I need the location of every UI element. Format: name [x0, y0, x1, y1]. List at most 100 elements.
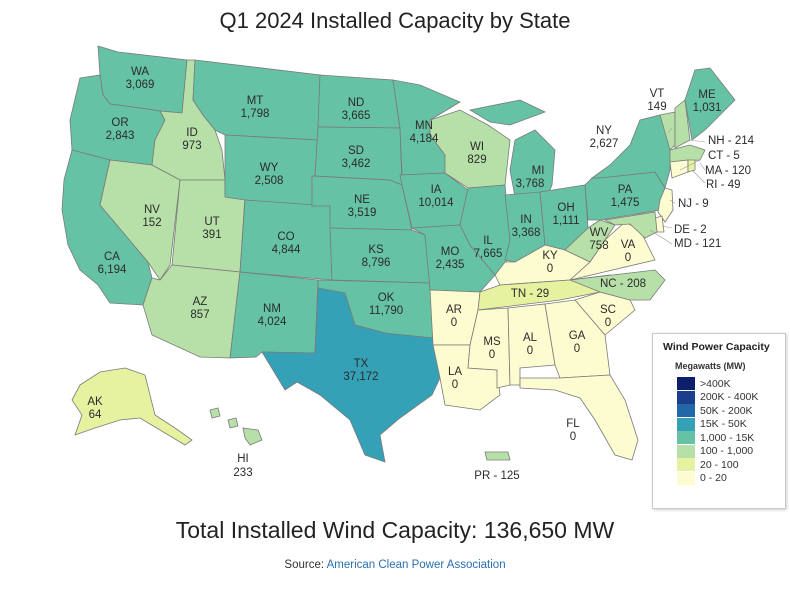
state-MA[interactable] — [669, 144, 706, 163]
state-FL[interactable] — [519, 374, 639, 461]
label-ID-abbr: ID — [186, 127, 198, 139]
legend-label: 1,000 - 15K — [700, 431, 755, 444]
label-PR-dash: PR - 125 — [474, 470, 519, 482]
label-MN-value: 4,184 — [410, 133, 439, 145]
label-AR-value: 0 — [451, 317, 457, 329]
legend-unit: Megawatts (MW) — [675, 361, 746, 371]
state-HI-1[interactable] — [209, 407, 221, 419]
label-GA-abbr: GA — [569, 330, 586, 342]
label-IN-value: 3,368 — [512, 227, 541, 239]
legend-label: 100 - 1,000 — [700, 445, 754, 458]
label-AR-abbr: AR — [446, 304, 462, 316]
label-ME-value: 1,031 — [693, 102, 722, 114]
legend-item: 15K - 50K — [677, 417, 785, 432]
label-MT-value: 1,798 — [241, 108, 270, 120]
legend-title: Wind Power Capacity — [663, 341, 770, 353]
state-SC[interactable] — [574, 291, 636, 336]
legend-item: 20 - 100 — [677, 458, 785, 472]
label-CA-value: 6,194 — [98, 264, 127, 276]
label-SC-abbr: SC — [600, 304, 616, 316]
label-WY-value: 2,508 — [255, 175, 284, 187]
legend-label: 50K - 200K — [700, 404, 753, 417]
label-AZ-abbr: AZ — [193, 296, 208, 308]
label-OH-value: 1,111 — [552, 215, 579, 227]
label-MT-abbr: MT — [247, 95, 264, 107]
label-MI-value: 3,768 — [516, 178, 545, 190]
state-CT[interactable] — [669, 159, 689, 179]
label-IN-abbr: IN — [520, 214, 532, 226]
label-WA-value: 3,069 — [126, 79, 155, 91]
label-MI-abbr: MI — [532, 165, 545, 177]
state-NV[interactable] — [99, 159, 181, 281]
label-MS-value: 0 — [489, 349, 495, 361]
label-UT-abbr: UT — [204, 216, 219, 228]
label-SC-value: 0 — [605, 317, 611, 329]
label-KS-abbr: KS — [368, 244, 384, 256]
state-PR[interactable] — [484, 451, 511, 461]
label-MO-abbr: MO — [441, 246, 460, 258]
state-MD[interactable] — [603, 211, 658, 239]
label-SD-value: 3,462 — [342, 158, 371, 170]
state-RI[interactable] — [687, 159, 696, 173]
label-IA-abbr: IA — [431, 184, 442, 196]
label-OH-abbr: OH — [557, 202, 574, 214]
label-WI-value: 829 — [467, 154, 486, 166]
legend-swatch — [677, 431, 695, 445]
label-KY-abbr: KY — [542, 250, 558, 262]
legend-label: 20 - 100 — [700, 458, 739, 471]
label-OR-abbr: OR — [111, 117, 128, 129]
label-OR-value: 2,843 — [106, 130, 135, 142]
label-CA-abbr: CA — [104, 251, 120, 263]
state-HI-2[interactable] — [227, 417, 239, 429]
label-ID-value: 973 — [182, 140, 201, 152]
label-AL-abbr: AL — [523, 332, 538, 344]
state-TX[interactable] — [261, 287, 441, 463]
label-HI-value: 233 — [233, 467, 252, 479]
legend-item: 200K - 400K — [677, 390, 785, 405]
label-TN-dash: TN - 29 — [511, 288, 549, 300]
label-MD-dash: MD - 121 — [674, 238, 721, 250]
label-LA-value: 0 — [452, 379, 458, 391]
label-OK-value: 11,790 — [369, 305, 403, 317]
label-AK-value: 64 — [89, 409, 102, 421]
state-NC[interactable] — [569, 269, 666, 301]
leader-lines — [649, 127, 706, 245]
label-NM-abbr: NM — [263, 303, 281, 315]
label-PA-abbr: PA — [618, 184, 633, 196]
label-NE-abbr: NE — [354, 194, 370, 206]
label-WV-abbr: WV — [590, 227, 609, 239]
state-labels: WA 3,069 OR 2,843 CA 6,194 ID 973 NV 152… — [87, 66, 754, 482]
legend: Wind Power Capacity Megawatts (MW) >400K… — [652, 333, 786, 509]
label-SD-abbr: SD — [348, 145, 364, 157]
page-title: Q1 2024 Installed Capacity by State — [219, 8, 571, 33]
state-AK[interactable] — [71, 367, 193, 446]
label-CT-dash: CT - 5 — [708, 150, 740, 162]
state-NJ[interactable] — [657, 187, 674, 223]
legend-swatch — [677, 471, 695, 485]
label-PA-value: 1,475 — [611, 197, 640, 209]
state-MI[interactable] — [509, 129, 556, 198]
legend-item: >400K — [677, 377, 785, 391]
label-VA-abbr: VA — [621, 239, 636, 251]
label-IL-value: 7,665 — [474, 248, 503, 260]
state-NM[interactable] — [229, 271, 319, 359]
legend-swatch — [677, 377, 695, 391]
total-capacity: Total Installed Wind Capacity: 136,650 M… — [175, 517, 615, 543]
state-MI-UP[interactable] — [468, 99, 547, 126]
state-HI-3[interactable] — [242, 427, 263, 446]
legend-label: 0 - 20 — [700, 472, 727, 485]
legend-swatch — [677, 390, 695, 404]
label-IA-value: 10,014 — [418, 197, 454, 209]
label-ND-value: 3,665 — [342, 110, 371, 122]
label-FL-abbr: FL — [566, 418, 580, 430]
label-MO-value: 2,435 — [436, 259, 465, 271]
label-WI-abbr: WI — [470, 141, 484, 153]
source-link[interactable]: American Clean Power Association — [326, 559, 506, 571]
source-line: Source: American Clean Power Association — [0, 559, 790, 571]
legend-swatch — [677, 404, 695, 418]
legend-label: >400K — [700, 377, 731, 390]
label-OK-abbr: OK — [378, 292, 395, 304]
legend-swatch — [677, 458, 695, 472]
label-FL-value: 0 — [570, 431, 576, 443]
